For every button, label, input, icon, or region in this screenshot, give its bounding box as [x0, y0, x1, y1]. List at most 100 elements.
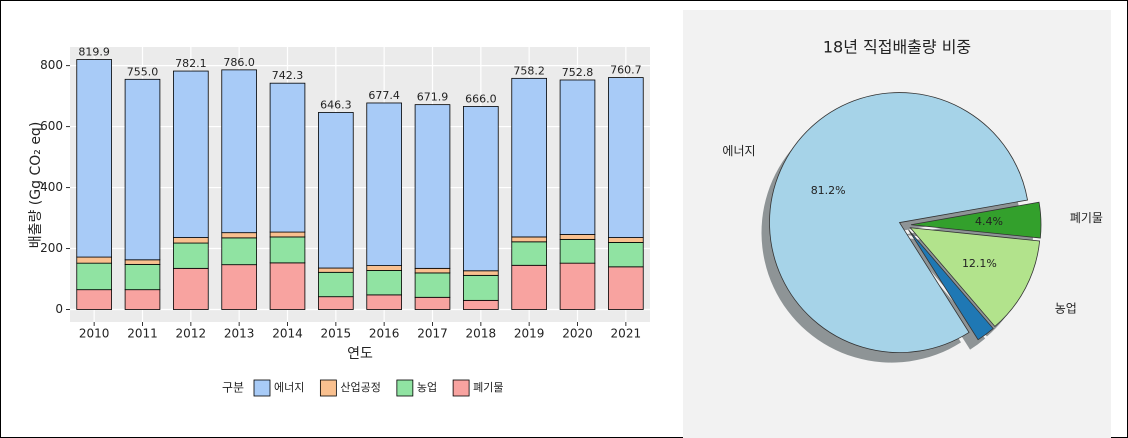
pie-slice: [910, 201, 1042, 239]
bar-segment: [173, 70, 209, 238]
bar-segment: [511, 77, 547, 238]
x-tick-label: 2015: [321, 327, 352, 341]
bar-segment: [173, 267, 209, 310]
y-tick-label: 400: [40, 180, 63, 194]
legend-key: [396, 379, 414, 397]
pie-title: 18년 직접배출량 비중: [823, 38, 971, 57]
legend-label: 산업공정: [340, 381, 380, 394]
bar-segment: [173, 237, 209, 244]
bar-segment: [221, 69, 257, 234]
x-tick-label: 2016: [369, 327, 400, 341]
y-tick-label: 600: [40, 119, 63, 133]
legend-label: 폐기물: [473, 381, 503, 394]
x-tick-label: 2011: [127, 327, 158, 341]
bar-segment: [608, 242, 644, 268]
bar-segment: [124, 78, 161, 261]
pie-category-label: 폐기물: [1070, 211, 1103, 225]
x-tick-label: 2019: [514, 327, 545, 341]
bar-segment: [221, 232, 257, 239]
bar-segment: [608, 266, 644, 310]
total-label: 677.4: [368, 89, 400, 102]
legend-label: 에너지: [274, 381, 304, 394]
bar-segment: [76, 256, 112, 264]
y-axis-label: 배출량 (Gg CO₂ eq): [28, 122, 44, 249]
bar-segment: [124, 259, 161, 265]
bar-segment: [318, 267, 354, 273]
legend-label: 농업: [417, 381, 437, 394]
x-tick-label: 2013: [224, 327, 255, 341]
total-label: 782.1: [175, 57, 207, 70]
bar-segment: [463, 299, 499, 310]
legend-key: [319, 379, 337, 397]
bar-segment: [414, 104, 451, 269]
y-tick-label: 200: [40, 241, 63, 255]
pie-value-label: 81.2%: [811, 184, 846, 197]
pie-slice: [908, 229, 994, 341]
bar-segment: [559, 238, 596, 264]
legend-key: [452, 379, 470, 397]
bar-segment: [269, 82, 306, 233]
bar-segment: [76, 262, 112, 291]
y-tick-label: 800: [40, 58, 63, 72]
bar-segment: [559, 234, 596, 240]
x-tick-label: 2020: [562, 327, 593, 341]
total-label: 671.9: [417, 91, 449, 104]
plot-panel: [70, 47, 650, 322]
total-label: 758.2: [513, 64, 545, 77]
bar-segment: [124, 289, 161, 310]
bar-segment: [269, 236, 306, 264]
y-tick-label: 0: [55, 302, 63, 316]
total-label: 819.9: [78, 46, 110, 59]
pie-value-label: 4.4%: [975, 215, 1003, 228]
bar-segment: [318, 296, 354, 310]
bar-segment: [318, 271, 354, 298]
x-tick-label: 2012: [176, 327, 207, 341]
bar-segment: [559, 262, 596, 310]
bar-segment: [76, 59, 112, 258]
bar-segment: [366, 270, 402, 296]
bar-segment: [608, 237, 644, 243]
bar-segment: [511, 241, 547, 266]
bar-segment: [173, 242, 209, 269]
bar-segment: [559, 79, 596, 235]
bar-segment: [76, 289, 112, 310]
bar-segment: [366, 265, 402, 271]
pie-category-label: 농업: [1055, 302, 1077, 316]
x-tick-label: 2017: [417, 327, 448, 341]
bar-segment: [414, 296, 451, 310]
x-tick-label: 2010: [79, 327, 110, 341]
pie-slice: [769, 92, 1029, 353]
bar-segment: [318, 112, 354, 269]
bar-segment: [463, 274, 499, 301]
pie-slice: [909, 227, 1041, 328]
bar-segment: [366, 102, 402, 266]
bar-segment: [463, 270, 499, 276]
total-label: 760.7: [610, 64, 642, 77]
total-label: 742.3: [272, 69, 304, 82]
pie-value-label: 12.1%: [962, 257, 997, 270]
bar-segment: [463, 106, 499, 272]
bar-segment: [124, 263, 161, 291]
total-label: 752.8: [562, 66, 594, 79]
total-label: 666.0: [465, 92, 497, 105]
bar-segment: [221, 237, 257, 266]
bar-segment: [414, 272, 451, 298]
bar-segment: [269, 262, 306, 310]
bar-segment: [414, 267, 451, 274]
total-label: 786.0: [223, 56, 255, 69]
bar-segment: [511, 264, 547, 310]
bar-segment: [511, 236, 547, 243]
total-label: 646.3: [320, 98, 352, 111]
legend-title: 구분: [222, 381, 244, 395]
bar-segment: [221, 264, 257, 310]
bar-segment: [269, 231, 306, 238]
bar-segment: [608, 77, 644, 238]
total-label: 755.0: [127, 65, 159, 78]
x-tick-label: 2021: [611, 327, 642, 341]
legend-key: [253, 379, 271, 397]
pie-category-label: 에너지: [722, 144, 755, 158]
x-axis-label: 연도: [347, 346, 373, 362]
x-tick-label: 2014: [272, 327, 303, 341]
x-tick-label: 2018: [466, 327, 497, 341]
